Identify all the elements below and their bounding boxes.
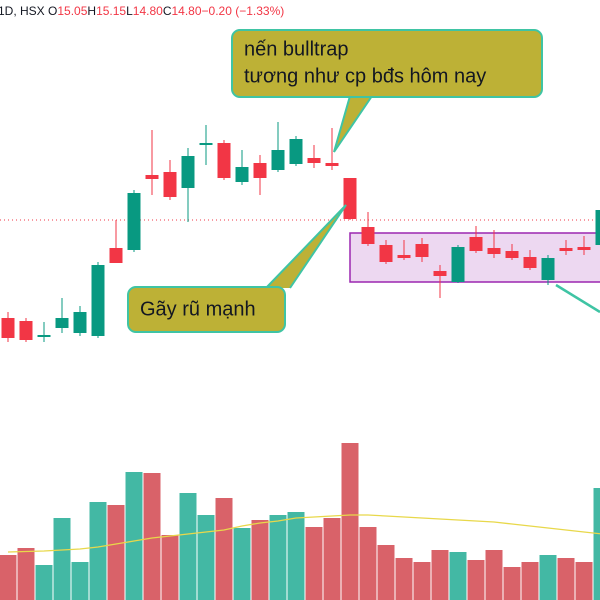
- ohlc-label: L: [126, 4, 133, 18]
- volume-bar: [341, 443, 359, 600]
- volume-bar: [485, 550, 503, 600]
- volume-bar: [233, 528, 251, 600]
- volume-bar: [449, 552, 467, 600]
- candle-body: [1, 318, 15, 338]
- volume-bar: [413, 562, 431, 600]
- callout-pointer: [265, 204, 347, 289]
- candle-body: [235, 167, 249, 182]
- ohlc: O15.05H15.15L14.80C14.80: [48, 4, 202, 18]
- candle-body: [289, 139, 303, 164]
- volume-bar: [395, 558, 413, 600]
- candle-body: [415, 244, 429, 257]
- candle-body: [361, 227, 375, 244]
- volume-bar: [539, 555, 557, 600]
- ohlc-value: 14.80: [132, 4, 163, 18]
- callout-text: tương như cp bđs hôm nay: [244, 65, 486, 87]
- candle-body: [73, 312, 87, 333]
- candle-body: [163, 172, 177, 197]
- candle-body: [397, 255, 411, 258]
- candle-body: [559, 248, 573, 251]
- candle-body: [379, 245, 393, 262]
- volume-bar: [215, 498, 233, 600]
- volume-bar: [269, 515, 287, 600]
- volume-bar: [161, 535, 179, 600]
- volume-bar: [53, 518, 71, 600]
- candle-body: [253, 163, 267, 178]
- candle-body: [271, 150, 285, 170]
- volume-bar: [197, 515, 215, 600]
- candle-body: [55, 318, 69, 328]
- candle-body: [199, 143, 213, 145]
- candle-body: [109, 248, 123, 263]
- volume-bar: [521, 562, 539, 600]
- candle-body: [469, 237, 483, 251]
- volume-bar: [35, 565, 53, 600]
- candle-body: [325, 163, 339, 166]
- ohlc-value: 14.80: [171, 4, 202, 18]
- callout-text: nến bulltrap: [244, 38, 349, 60]
- candle-body: [433, 271, 447, 276]
- candle-body: [541, 258, 555, 280]
- volume-bar: [575, 562, 593, 600]
- volume-bar: [179, 493, 197, 600]
- volume-bar: [143, 473, 161, 600]
- candle-body: [181, 156, 195, 188]
- volume-bar: [251, 520, 269, 600]
- volume-ma-line: [7, 514, 600, 553]
- volume-bar: [107, 505, 125, 600]
- callout-text: Gãy rũ mạnh: [140, 298, 256, 320]
- candle-body: [217, 143, 231, 178]
- volume-bar: [593, 488, 600, 600]
- volume-bar: [359, 527, 377, 600]
- volume-bar: [323, 518, 341, 600]
- candle-body: [523, 257, 537, 268]
- volume-bar: [431, 550, 449, 600]
- candle-body: [91, 265, 105, 336]
- ohlc-label: H: [87, 4, 97, 18]
- volume-bar: [287, 512, 305, 600]
- candle-body: [451, 247, 465, 282]
- callout-pointer: [333, 95, 373, 153]
- candle-body: [505, 251, 519, 258]
- candle-body: [19, 321, 33, 340]
- volume-bar: [557, 558, 575, 600]
- ohlc-label: O: [48, 4, 58, 18]
- candle-body: [577, 247, 591, 250]
- volume-bar: [0, 555, 17, 600]
- callout-pointer: [555, 283, 600, 314]
- callout-box: [127, 286, 286, 333]
- symbol: 1D, HSX: [0, 4, 45, 18]
- volume-bar: [305, 527, 323, 600]
- candle-body: [145, 175, 159, 179]
- change: −0.20 (−1.33%): [201, 4, 285, 18]
- volume-bar: [17, 548, 35, 600]
- ohlc-value: 15.05: [57, 4, 88, 18]
- volume-bar: [467, 560, 485, 600]
- candle-body: [307, 158, 321, 163]
- volume-bar: [377, 545, 395, 600]
- candle-body: [37, 335, 51, 337]
- volume-bar: [125, 472, 143, 600]
- candle-body: [343, 178, 357, 219]
- volume-bar: [89, 502, 107, 600]
- ohlc-label: C: [162, 4, 172, 18]
- candle-body: [127, 193, 141, 250]
- volume-bar: [71, 562, 89, 600]
- candle-body: [595, 210, 600, 245]
- candle-body: [487, 248, 501, 254]
- volume-bar: [503, 567, 521, 600]
- ohlc-value: 15.15: [96, 4, 127, 18]
- callout-box: [231, 29, 543, 98]
- legend-header: 1D, HSX O15.05H15.15L14.80C14.80−0.20 (−…: [0, 4, 284, 18]
